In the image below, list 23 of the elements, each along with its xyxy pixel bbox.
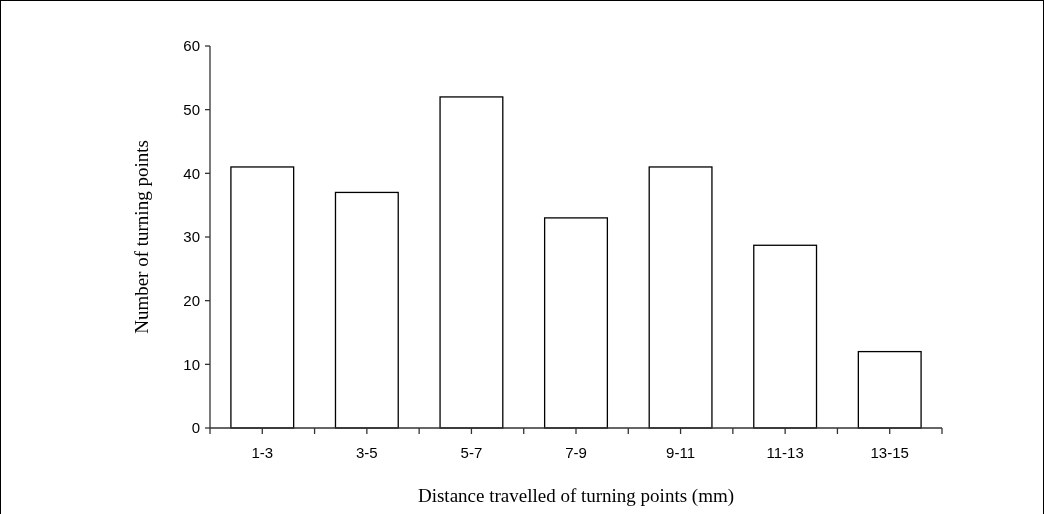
bar: [230, 166, 295, 429]
bar: [648, 166, 713, 429]
x-tick-label: 3-5: [356, 444, 378, 461]
x-tick-label: 9-11: [666, 444, 696, 461]
x-tick-label: 11-13: [766, 444, 804, 461]
x-tick-label: 13-15: [870, 444, 909, 461]
x-tick-label: 5-7: [460, 444, 483, 461]
bar: [439, 96, 504, 429]
y-tick-label: 0: [191, 419, 200, 437]
y-tick-label: 10: [183, 355, 200, 373]
y-tick-label: 40: [183, 164, 200, 182]
bar: [334, 191, 399, 429]
x-axis-title: Distance travelled of turning points (mm): [417, 485, 735, 507]
bar: [753, 244, 818, 429]
x-tick-label: 7-9: [565, 444, 587, 461]
y-tick-label: 20: [183, 291, 200, 309]
x-tick-label: 1-3: [251, 444, 274, 461]
y-tick-label: 50: [183, 100, 200, 118]
y-tick-label: 30: [183, 228, 200, 246]
y-axis-title: Number of turning points: [131, 140, 152, 334]
y-tick-label: 60: [183, 37, 200, 55]
bar: [857, 350, 922, 429]
bar: [543, 217, 609, 429]
